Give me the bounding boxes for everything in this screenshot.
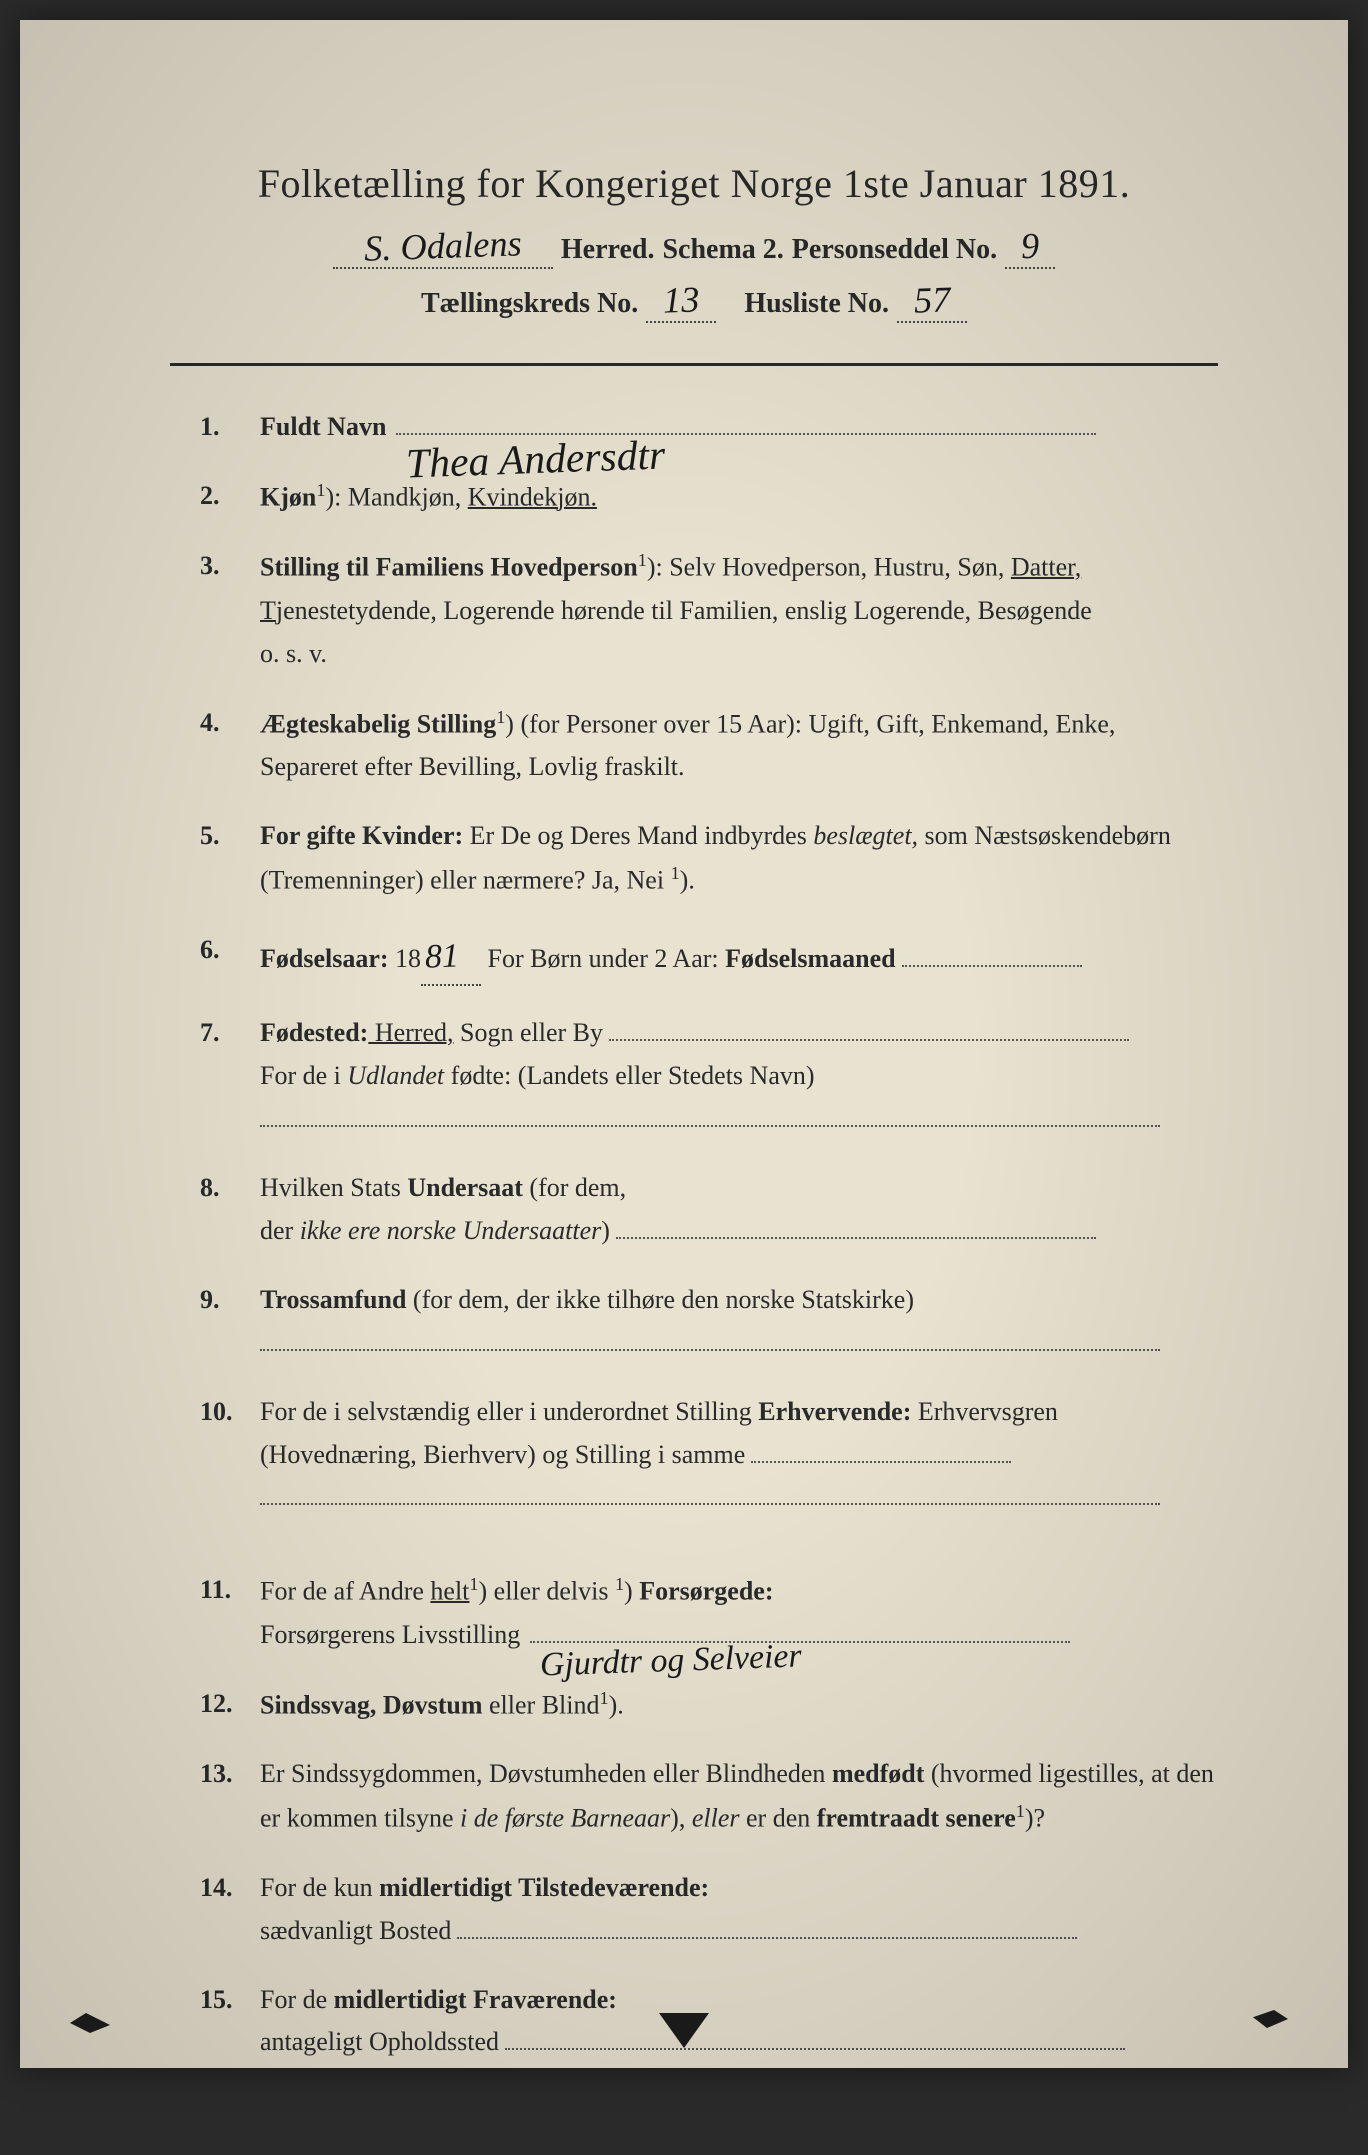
item-number: 11. [200, 1569, 260, 1656]
form-item: 4.Ægteskabelig Stilling1) (for Personer … [200, 702, 1218, 789]
form-item: 2.Kjøn1): Mandkjøn, Kvindekjøn. [200, 475, 1218, 520]
item-body: For de midlertidigt Fraværende:antagelig… [260, 1979, 1218, 2065]
item-body: For gifte Kvinder: Er De og Deres Mand i… [260, 815, 1218, 902]
tear-left [70, 2013, 110, 2033]
herred-field: S. Odalens [333, 225, 553, 269]
header-divider [170, 363, 1218, 366]
form-item: 3.Stilling til Familiens Hovedperson1): … [200, 545, 1218, 675]
form-header: Folketælling for Kongeriget Norge 1ste J… [170, 160, 1218, 323]
husliste-field: 57 [897, 279, 967, 323]
form-title: Folketælling for Kongeriget Norge 1ste J… [170, 160, 1218, 207]
item-number: 7. [200, 1012, 260, 1141]
item-number: 4. [200, 702, 260, 789]
item-number: 15. [200, 1979, 260, 2065]
husliste-label: Husliste No. [744, 288, 889, 320]
item-number: 8. [200, 1167, 260, 1253]
census-form-page: Folketælling for Kongeriget Norge 1ste J… [20, 20, 1348, 2068]
form-item: 6.Fødselsaar: 1881 For Børn under 2 Aar:… [200, 929, 1218, 987]
form-item: 7.Fødested: Herred, Sogn eller ByFor de … [200, 1012, 1218, 1141]
item-body: Er Sindssygdommen, Døvstumheden eller Bl… [260, 1753, 1218, 1840]
form-items: 1.Fuldt NavnThea Andersdtr2.Kjøn1): Mand… [170, 406, 1218, 2064]
form-item: 14.For de kun midlertidigt Tilstedeværen… [200, 1867, 1218, 1953]
form-item: 12.Sindssvag, Døvstum eller Blind1). [200, 1683, 1218, 1728]
item-body: Fødselsaar: 1881 For Børn under 2 Aar: F… [260, 929, 1218, 987]
page-notch [659, 2013, 709, 2048]
item-number: 10. [200, 1391, 260, 1520]
item-body: Trossamfund (for dem, der ikke tilhøre d… [260, 1279, 1218, 1365]
personseddel-label: Personseddel No. [792, 234, 997, 266]
item-number: 5. [200, 815, 260, 902]
item-number: 14. [200, 1867, 260, 1953]
form-item: 13.Er Sindssygdommen, Døvstumheden eller… [200, 1753, 1218, 1840]
item-body: For de i selvstændig eller i underordnet… [260, 1391, 1218, 1520]
tear-right [1253, 2010, 1288, 2028]
item-body: Hvilken Stats Undersaat (for dem,der ikk… [260, 1167, 1218, 1253]
form-item: 5.For gifte Kvinder: Er De og Deres Mand… [200, 815, 1218, 902]
item-number: 12. [200, 1683, 260, 1728]
form-item: 11.For de af Andre helt1) eller delvis 1… [200, 1569, 1218, 1656]
header-row-2: Tællingskreds No. 13 Husliste No. 57 [170, 279, 1218, 323]
item-body: Fødested: Herred, Sogn eller ByFor de i … [260, 1012, 1218, 1141]
kreds-label: Tællingskreds No. [421, 288, 638, 320]
form-item: 10.For de i selvstændig eller i underord… [200, 1391, 1218, 1520]
item-number: 9. [200, 1279, 260, 1365]
item-body: Kjøn1): Mandkjøn, Kvindekjøn. [260, 475, 1218, 520]
form-item: 15.For de midlertidigt Fraværende:antage… [200, 1979, 1218, 2065]
item-body: For de kun midlertidigt Tilstedeværende:… [260, 1867, 1218, 1953]
item-body: Fuldt NavnThea Andersdtr [260, 406, 1218, 449]
item-number: 6. [200, 929, 260, 987]
schema-label: Schema 2. [662, 234, 783, 266]
item-body: Sindssvag, Døvstum eller Blind1). [260, 1683, 1218, 1728]
item-number: 1. [200, 406, 260, 449]
form-item: 9.Trossamfund (for dem, der ikke tilhøre… [200, 1279, 1218, 1365]
header-row-1: S. Odalens Herred. Schema 2. Personsedde… [170, 225, 1218, 269]
item-number: 2. [200, 475, 260, 520]
personseddel-field: 9 [1005, 225, 1055, 269]
herred-label: Herred. [561, 234, 655, 266]
form-item: 1.Fuldt NavnThea Andersdtr [200, 406, 1218, 449]
item-number: 3. [200, 545, 260, 675]
item-body: Ægteskabelig Stilling1) (for Personer ov… [260, 702, 1218, 789]
item-body: Stilling til Familiens Hovedperson1): Se… [260, 545, 1218, 675]
form-item: 8.Hvilken Stats Undersaat (for dem,der i… [200, 1167, 1218, 1253]
item-number: 13. [200, 1753, 260, 1840]
kreds-field: 13 [646, 279, 716, 323]
footnote: 1) De for hvert Tilfælde passende Ord un… [170, 2124, 1218, 2155]
item-body: For de af Andre helt1) eller delvis 1) F… [260, 1569, 1218, 1656]
